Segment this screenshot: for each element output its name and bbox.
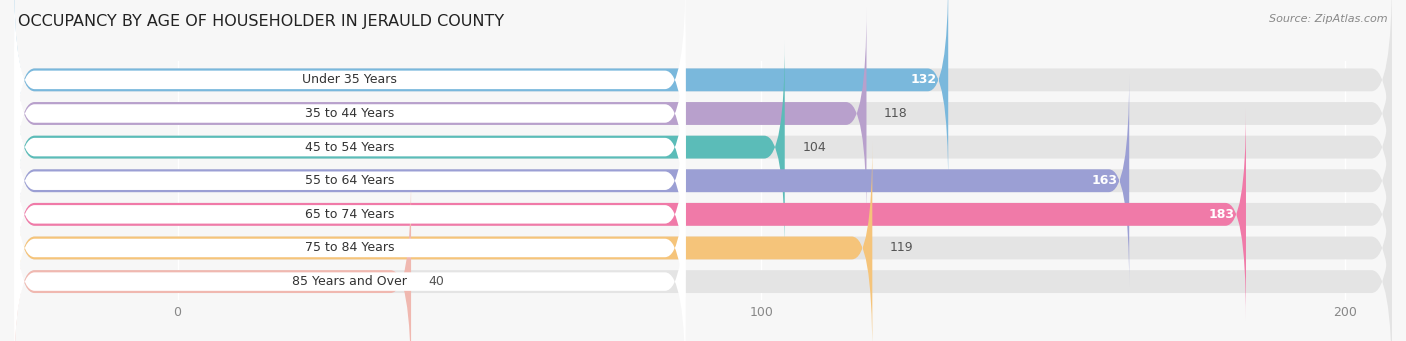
FancyBboxPatch shape	[14, 108, 1246, 321]
FancyBboxPatch shape	[14, 175, 1392, 341]
FancyBboxPatch shape	[14, 142, 1392, 341]
FancyBboxPatch shape	[14, 106, 686, 323]
FancyBboxPatch shape	[14, 39, 686, 255]
Text: 119: 119	[890, 241, 914, 254]
FancyBboxPatch shape	[14, 175, 411, 341]
Text: OCCUPANCY BY AGE OF HOUSEHOLDER IN JERAULD COUNTY: OCCUPANCY BY AGE OF HOUSEHOLDER IN JERAU…	[18, 14, 505, 29]
FancyBboxPatch shape	[14, 142, 872, 341]
FancyBboxPatch shape	[14, 0, 686, 188]
FancyBboxPatch shape	[14, 74, 1392, 287]
FancyBboxPatch shape	[14, 7, 1392, 220]
Text: 65 to 74 Years: 65 to 74 Years	[305, 208, 395, 221]
Text: 118: 118	[884, 107, 908, 120]
Text: 163: 163	[1091, 174, 1118, 187]
FancyBboxPatch shape	[14, 41, 1392, 253]
Text: 85 Years and Over: 85 Years and Over	[292, 275, 408, 288]
FancyBboxPatch shape	[14, 74, 1129, 287]
Text: Source: ZipAtlas.com: Source: ZipAtlas.com	[1270, 14, 1388, 24]
Text: 104: 104	[803, 140, 825, 153]
FancyBboxPatch shape	[14, 108, 1392, 321]
FancyBboxPatch shape	[14, 7, 866, 220]
Text: 55 to 64 Years: 55 to 64 Years	[305, 174, 395, 187]
FancyBboxPatch shape	[14, 0, 1392, 186]
FancyBboxPatch shape	[14, 5, 686, 222]
Text: 40: 40	[429, 275, 444, 288]
FancyBboxPatch shape	[14, 0, 948, 186]
Text: 45 to 54 Years: 45 to 54 Years	[305, 140, 395, 153]
FancyBboxPatch shape	[14, 139, 686, 341]
FancyBboxPatch shape	[14, 41, 785, 253]
FancyBboxPatch shape	[14, 173, 686, 341]
Text: 75 to 84 Years: 75 to 84 Years	[305, 241, 395, 254]
Text: 132: 132	[911, 73, 936, 86]
Text: 35 to 44 Years: 35 to 44 Years	[305, 107, 395, 120]
Text: 183: 183	[1208, 208, 1234, 221]
FancyBboxPatch shape	[14, 72, 686, 289]
Text: Under 35 Years: Under 35 Years	[302, 73, 398, 86]
